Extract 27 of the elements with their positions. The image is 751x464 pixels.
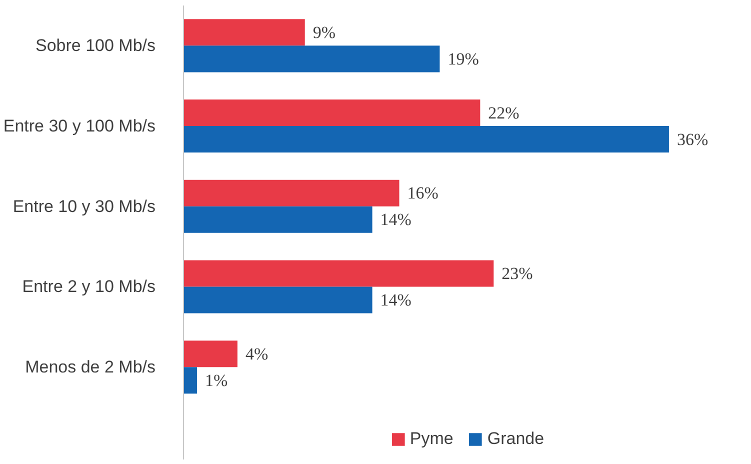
bar — [184, 260, 494, 287]
y-tick-label: Entre 10 y 30 Mb/s — [12, 196, 156, 216]
bar — [184, 206, 372, 233]
data-label: 36% — [676, 130, 708, 149]
bar — [184, 46, 440, 72]
data-label: 9% — [312, 22, 336, 42]
data-label: 23% — [502, 264, 533, 283]
bar — [184, 367, 197, 394]
y-tick-label: Entre 2 y 10 Mb/s — [22, 277, 156, 296]
y-tick-label: Sobre 100 Mb/s — [35, 36, 156, 56]
y-tick-label: Menos de 2 Mb/s — [25, 358, 156, 377]
data-label: 14% — [380, 290, 412, 310]
data-label: 19% — [448, 49, 479, 68]
bar — [184, 180, 400, 206]
legend-label: Pyme — [410, 429, 454, 449]
bar — [184, 19, 305, 46]
data-label: 1% — [204, 370, 228, 390]
bar — [184, 126, 669, 153]
bar — [184, 340, 238, 368]
data-label: 16% — [407, 184, 438, 203]
bar — [184, 286, 372, 314]
legend-label: Grande — [487, 429, 544, 449]
data-label: 14% — [380, 210, 412, 230]
y-tick-label: Entre 30 y 100 Mb/s — [3, 116, 156, 136]
data-label: 22% — [488, 103, 520, 122]
data-label: 4% — [245, 344, 268, 364]
bar — [184, 100, 480, 126]
